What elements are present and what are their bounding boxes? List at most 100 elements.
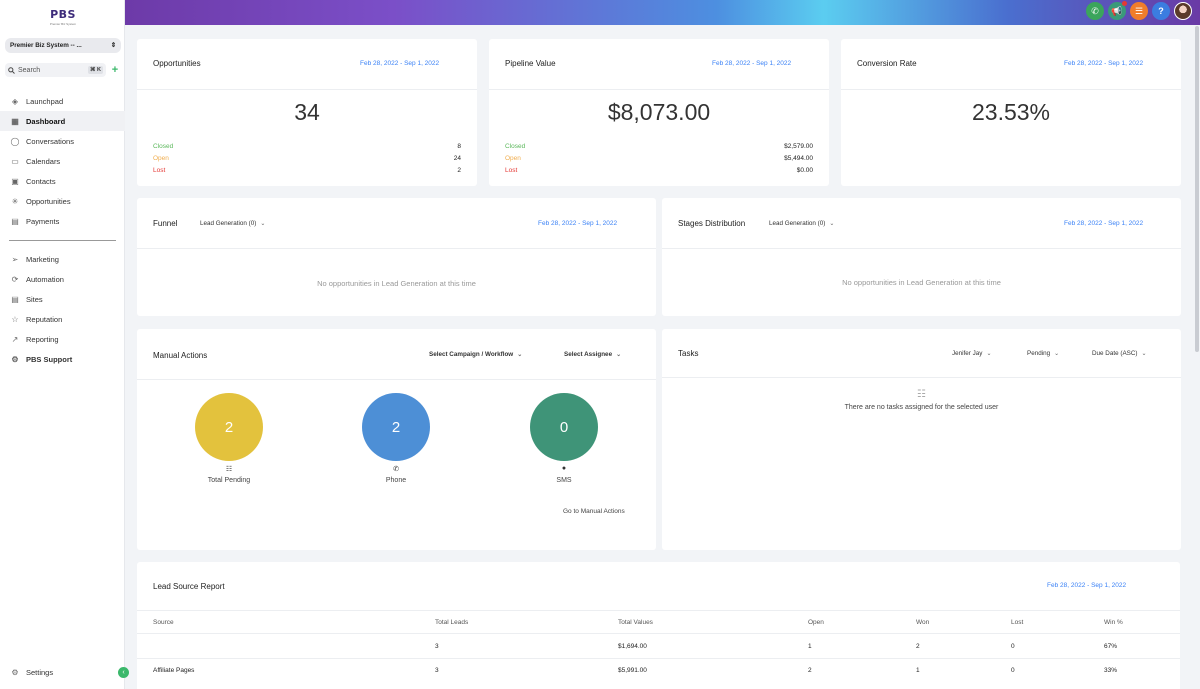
sidebar-item-reputation[interactable]: ☆ Reputation [0, 309, 125, 329]
sidebar-item-settings[interactable]: ⚙ Settings [0, 662, 125, 682]
calendar-icon: ▭ [11, 156, 19, 166]
date-range[interactable]: Feb 28, 2022 - Sep 1, 2022 [360, 60, 440, 67]
assignee-dropdown[interactable]: Select Assignee ⌄ [564, 351, 621, 358]
top-actions: ✆ 📢 ☰ ? [1086, 1, 1192, 20]
empty-state: No opportunities in Lead Generation at t… [317, 279, 476, 288]
sidebar-item-label: Dashboard [26, 116, 66, 126]
divider [841, 89, 1181, 90]
tasks-button[interactable]: ☰ [1130, 2, 1148, 20]
circle-label: Total Pending [207, 477, 251, 484]
sidebar-item-label: Sites [26, 294, 43, 304]
search-shortcut: ⌘ K [88, 66, 103, 74]
dropdown-value: Due Date (ASC) [1092, 350, 1138, 357]
column-header[interactable]: Total Values [618, 619, 653, 626]
table-cell: 0 [1011, 667, 1015, 674]
stat-value: $2,579.00 [784, 143, 813, 150]
column-header[interactable]: Open [808, 619, 824, 626]
sidebar-item-pbs-support[interactable]: ⚙ PBS Support [0, 349, 125, 369]
chevron-down-icon: ⌄ [986, 351, 992, 357]
sidebar-item-label: Settings [26, 667, 54, 677]
help-button[interactable]: ? [1152, 2, 1170, 20]
task-list-icon: ☷ [917, 389, 926, 400]
status-dropdown[interactable]: Pending ⌄ [1027, 350, 1059, 357]
sidebar-item-contacts[interactable]: ▣ Contacts [0, 171, 125, 191]
table-cell: 1 [808, 643, 812, 650]
card-title: Conversion Rate [857, 59, 917, 68]
phone-circle[interactable]: 2 [362, 393, 430, 461]
sidebar-item-payments[interactable]: ▤ Payments [0, 211, 125, 231]
avatar[interactable] [1174, 2, 1192, 20]
divider [137, 89, 477, 90]
chevron-down-icon: ⌄ [517, 352, 523, 358]
dropdown-value: Jenifer Jay [952, 350, 983, 357]
date-range[interactable]: Feb 28, 2022 - Sep 1, 2022 [538, 220, 618, 227]
column-header[interactable]: Win % [1104, 619, 1123, 626]
brand-logo[interactable]: PBS Premier Biz System [48, 8, 78, 26]
campaign-dropdown[interactable]: Select Campaign / Workflow ⌄ [429, 351, 522, 358]
empty-state: There are no tasks assigned for the sele… [844, 404, 999, 411]
stat-value: $0.00 [796, 167, 813, 174]
table-cell: 3 [435, 643, 439, 650]
table-cell: $5,991.00 [618, 667, 647, 674]
sidebar-item-label: Reporting [26, 334, 59, 344]
search-input[interactable]: Search ⌘ K [5, 63, 106, 77]
card-title: Pipeline Value [505, 59, 556, 68]
date-range[interactable]: Feb 28, 2022 - Sep 1, 2022 [1047, 582, 1127, 589]
sidebar-item-calendars[interactable]: ▭ Calendars [0, 151, 125, 171]
column-header[interactable]: Source [153, 619, 174, 626]
conversion-rate-card: Conversion Rate Feb 28, 2022 - Sep 1, 20… [841, 39, 1181, 186]
sidebar-item-marketing[interactable]: ➢ Marketing [0, 249, 125, 269]
opportunities-card: Opportunities Feb 28, 2022 - Sep 1, 2022… [137, 39, 477, 186]
page-scrollbar[interactable] [1195, 26, 1199, 352]
quick-add-button[interactable]: + [111, 64, 119, 76]
sidebar-item-label: Opportunities [26, 196, 71, 206]
stat-value: 24 [453, 155, 461, 162]
account-selector[interactable]: Premier Biz System -- ... ⇕ [5, 38, 121, 53]
dropdown-value: Select Assignee [564, 351, 613, 358]
sidebar-item-reporting[interactable]: ↗ Reporting [0, 329, 125, 349]
column-header[interactable]: Lost [1011, 619, 1024, 626]
pipeline-dropdown[interactable]: Lead Generation (0) ⌄ [769, 220, 834, 227]
sidebar-item-dashboard[interactable]: ▦ Dashboard [0, 111, 125, 131]
column-header[interactable]: Won [916, 619, 930, 626]
sidebar-item-automation[interactable]: ⟳ Automation [0, 269, 125, 289]
table-cell: 33% [1104, 667, 1118, 674]
phone-button[interactable]: ✆ [1086, 2, 1104, 20]
table-cell: Affiliate Pages [153, 667, 195, 674]
date-range[interactable]: Feb 28, 2022 - Sep 1, 2022 [1064, 220, 1144, 227]
collapse-sidebar-button[interactable]: ‹ [118, 667, 129, 678]
sort-dropdown[interactable]: Due Date (ASC) ⌄ [1092, 350, 1147, 357]
divider [662, 377, 1181, 378]
sidebar-item-sites[interactable]: ▤ Sites [0, 289, 125, 309]
dropdown-value: Lead Generation (0) [769, 220, 826, 227]
date-range[interactable]: Feb 28, 2022 - Sep 1, 2022 [712, 60, 792, 67]
stat-label: Open [153, 155, 169, 162]
star-icon: ☆ [11, 314, 19, 324]
pipeline-dropdown[interactable]: Lead Generation (0) ⌄ [200, 220, 265, 227]
divider [662, 248, 1181, 249]
contacts-icon: ▣ [11, 176, 19, 186]
announcements-button[interactable]: 📢 [1108, 1, 1127, 20]
date-range[interactable]: Feb 28, 2022 - Sep 1, 2022 [1064, 60, 1144, 67]
stat-label: Open [505, 155, 521, 162]
column-header[interactable]: Total Leads [435, 619, 469, 626]
opportunities-count: 34 [294, 99, 320, 125]
pipeline-value-card: Pipeline Value Feb 28, 2022 - Sep 1, 202… [489, 39, 829, 186]
go-to-manual-actions-link[interactable]: Go to Manual Actions [563, 508, 625, 515]
sidebar-item-opportunities[interactable]: ✳ Opportunities [0, 191, 125, 211]
card-title: Tasks [678, 349, 699, 358]
trend-icon: ↗ [11, 334, 19, 344]
sidebar-item-conversations[interactable]: ◯ Conversations [0, 131, 125, 151]
rocket-icon: ◈ [11, 96, 19, 106]
conversion-rate-value: 23.53% [971, 99, 1050, 125]
sidebar-item-launchpad[interactable]: ◈ Launchpad [0, 91, 125, 111]
search-icon [8, 66, 15, 74]
stat-row-closed: Closed 8 [153, 143, 461, 150]
pending-circle[interactable]: 2 [195, 393, 263, 461]
stat-row-lost: Lost 2 [153, 167, 461, 174]
empty-state: No opportunities in Lead Generation at t… [842, 278, 1001, 287]
sms-circle[interactable]: 0 [530, 393, 598, 461]
divider [137, 610, 1180, 611]
sidebar-item-label: Conversations [26, 136, 74, 146]
user-dropdown[interactable]: Jenifer Jay ⌄ [952, 350, 991, 357]
